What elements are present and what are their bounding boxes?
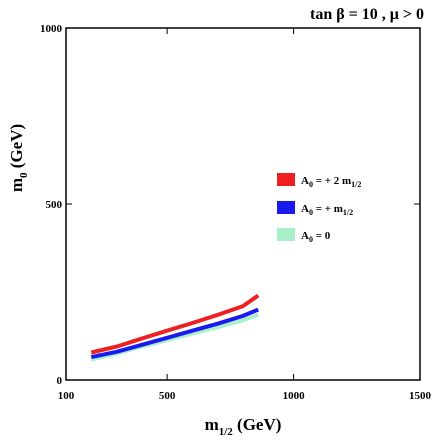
x-tick-label: 100 <box>58 390 75 402</box>
x-axis-title: m1/2 (GeV) <box>205 415 282 438</box>
series-line <box>90 293 260 355</box>
y-axis-title: m0 (GeV) <box>7 124 30 192</box>
series-line <box>90 307 259 360</box>
x-tick-label: 1500 <box>409 390 432 402</box>
legend-label: A0 = 0 <box>301 230 331 244</box>
ticks-layer: 100 500 1000 1500 0 500 1000 <box>40 23 432 402</box>
x-tick-label: 500 <box>159 390 176 402</box>
y-tick-label: 1000 <box>40 23 63 35</box>
series-layer <box>90 293 260 362</box>
y-tick-label: 500 <box>46 199 63 211</box>
x-tick-label: 1000 <box>283 390 306 402</box>
legend-swatch <box>277 201 295 214</box>
legend-swatch <box>277 228 295 241</box>
legend-label: A0 = + m1/2 <box>301 203 353 217</box>
legend-label: A0 = + 2 m1/2 <box>301 175 361 189</box>
y-tick-label: 0 <box>57 375 63 387</box>
plot-frame <box>65 27 421 381</box>
legend-swatch <box>277 173 295 186</box>
legend: A0 = + 2 m1/2 A0 = + m1/2 A0 = 0 <box>277 173 361 244</box>
chart-title: tan β = 10 , μ > 0 <box>310 6 424 23</box>
